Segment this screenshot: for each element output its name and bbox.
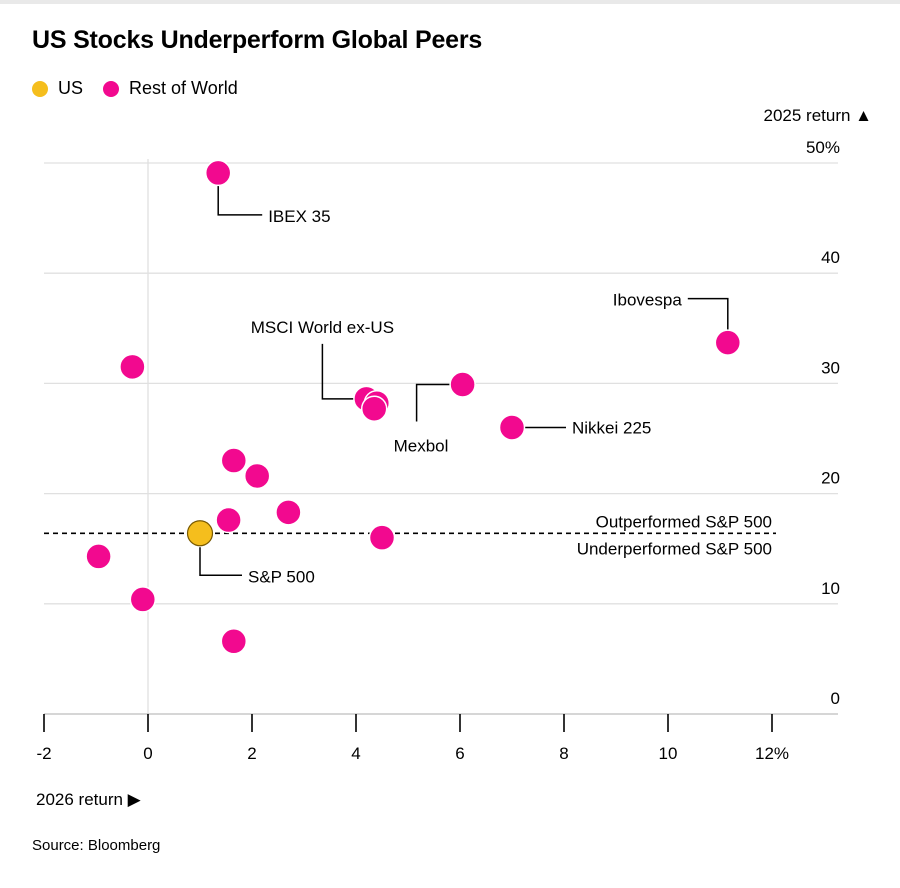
point-labels: IBEX 35 Ibovespa Mexbol MSCI World ex-US Nik… xyxy=(248,207,682,586)
annotation-leaders xyxy=(199,182,729,577)
point-label: Nikkei 225 xyxy=(572,418,651,437)
point-rest-of-world[interactable] xyxy=(243,462,271,490)
grid-lines xyxy=(44,159,838,714)
sp500-reference-line: Outperformed S&P 500 Underperformed S&P 5… xyxy=(44,512,776,558)
point-rest-of-world[interactable] xyxy=(275,499,302,526)
annotation-leader-line xyxy=(687,297,729,330)
point-label: MSCI World ex-US xyxy=(251,318,394,337)
annotation-leader-line xyxy=(321,343,355,400)
point-label: IBEX 35 xyxy=(268,207,330,226)
x-tick-label: 8 xyxy=(559,744,568,763)
annotation-leader-line xyxy=(217,182,263,216)
y-tick-label: 50% xyxy=(806,138,840,157)
annotation-leader-line xyxy=(415,383,451,422)
y-tick-label: 20 xyxy=(821,469,840,488)
x-tick-label: 2 xyxy=(247,744,256,763)
point-rest-of-world[interactable] xyxy=(368,524,396,551)
y-tick-labels: 0 10 20 30 40 50% xyxy=(806,138,840,708)
x-tick-label: 6 xyxy=(455,744,464,763)
y-axis-label: 2025 return ▲ xyxy=(763,106,873,125)
y-tick-label: 40 xyxy=(821,248,840,267)
point-us[interactable] xyxy=(186,520,214,547)
x-tick-label: 4 xyxy=(351,744,360,763)
legend-item-us: US xyxy=(32,78,83,99)
outperformed-label: Outperformed S&P 500 xyxy=(596,512,772,531)
point-rest-of-world[interactable] xyxy=(85,543,112,570)
point-rest-of-world[interactable] xyxy=(360,395,388,422)
point-label: Mexbol xyxy=(394,437,449,456)
data-points xyxy=(85,159,742,655)
point-label: Ibovespa xyxy=(613,291,683,310)
chart-title: US Stocks Underperform Global Peers xyxy=(32,26,483,54)
x-tick-label: 0 xyxy=(143,744,152,763)
x-tick-label: 12% xyxy=(755,744,789,763)
legend-swatch-us xyxy=(32,80,48,97)
point-rest-of-world[interactable] xyxy=(204,159,232,187)
point-rest-of-world[interactable] xyxy=(220,628,248,655)
point-rest-of-world[interactable] xyxy=(119,353,146,381)
top-divider xyxy=(0,0,900,4)
point-rest-of-world[interactable] xyxy=(449,371,476,398)
point-rest-of-world[interactable] xyxy=(498,414,526,441)
legend-label-us: US xyxy=(58,78,84,98)
underperformed-label: Underperformed S&P 500 xyxy=(577,539,772,558)
annotation-leader-line xyxy=(199,547,242,577)
point-label: S&P 500 xyxy=(248,567,315,586)
x-tick-label: 10 xyxy=(659,744,678,763)
x-tick-label: -2 xyxy=(36,744,51,763)
x-axis: -2 0 2 4 6 8 10 12% xyxy=(36,713,838,763)
point-rest-of-world[interactable] xyxy=(215,506,242,534)
legend-label-rest-of-world: Rest of World xyxy=(129,78,238,98)
y-tick-label: 30 xyxy=(821,358,840,377)
legend-swatch-rest-of-world xyxy=(103,80,120,97)
legend: US Rest of World xyxy=(32,78,258,99)
y-tick-label: 10 xyxy=(821,579,840,598)
legend-item-rest-of-world: Rest of World xyxy=(103,78,238,99)
point-rest-of-world[interactable] xyxy=(714,329,742,356)
point-rest-of-world[interactable] xyxy=(220,447,248,474)
x-axis-label: 2026 return ▶ xyxy=(36,790,141,809)
source-note: Source: Bloomberg xyxy=(32,837,161,854)
point-rest-of-world[interactable] xyxy=(129,586,157,613)
y-tick-label: 0 xyxy=(831,689,840,708)
